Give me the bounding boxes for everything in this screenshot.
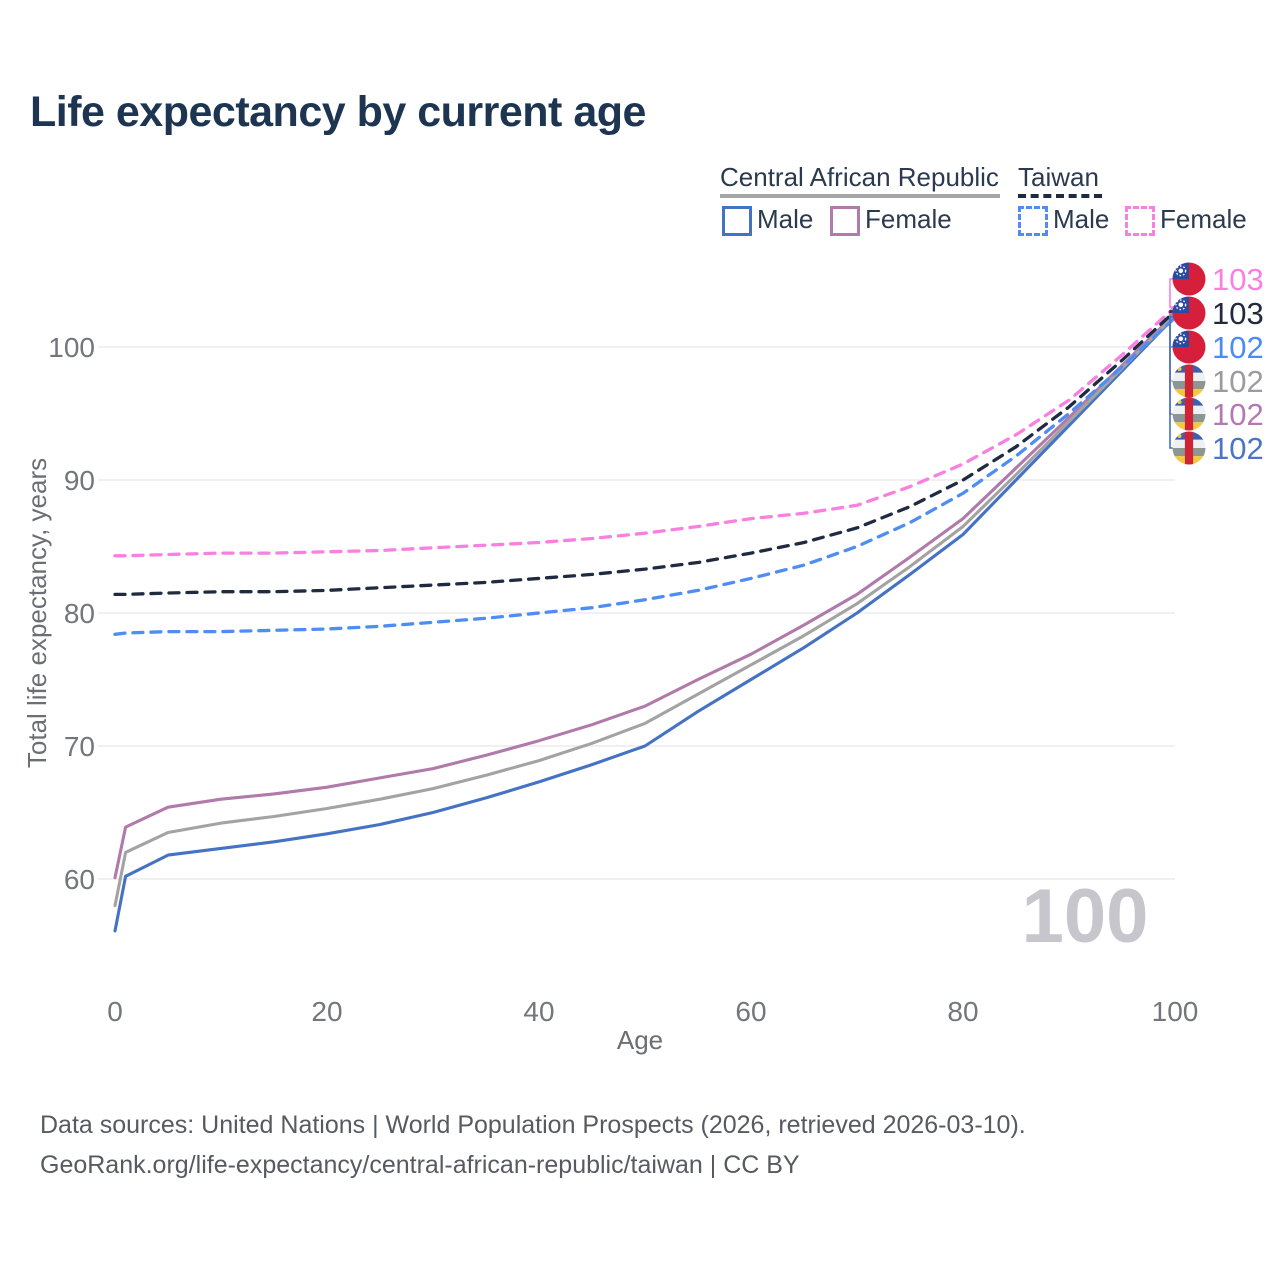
x-tick-100: 100 xyxy=(1152,996,1199,1027)
x-tick-40: 40 xyxy=(523,996,554,1027)
taiwan-flag-icon xyxy=(1171,261,1207,297)
legend-swatch-taiwan-female[interactable] xyxy=(1125,206,1155,236)
y-tick-60: 60 xyxy=(64,864,95,895)
legend-item-taiwan-female[interactable]: Female xyxy=(1160,204,1247,234)
x-axis-title: Age xyxy=(617,1025,663,1055)
end-value-taiwan-female[interactable]: 103 xyxy=(1212,262,1264,297)
series-lines xyxy=(113,305,1177,933)
end-value-central-african-republic-female[interactable]: 102 xyxy=(1212,397,1264,432)
legend-item-car-female[interactable]: Female xyxy=(865,204,952,234)
end-value-taiwan-both[interactable]: 103 xyxy=(1212,296,1264,331)
car-flag-icon xyxy=(1173,365,1206,398)
y-tick-70: 70 xyxy=(64,731,95,762)
y-tick-90: 90 xyxy=(64,465,95,496)
legend-group-taiwan-line-sample xyxy=(1018,194,1102,198)
car-flag-icon xyxy=(1173,398,1206,431)
gridlines xyxy=(98,346,1175,880)
end-value-central-african-republic-male[interactable]: 102 xyxy=(1212,431,1264,466)
legend-item-taiwan-male[interactable]: Male xyxy=(1053,204,1110,234)
series-line-central-african-republic-both[interactable] xyxy=(113,313,1177,908)
x-tick-0: 0 xyxy=(107,996,123,1027)
leader-line-5 xyxy=(1169,315,1175,449)
end-label-leader-lines xyxy=(1169,278,1175,449)
legend: Central African Republic Male Female Tai… xyxy=(0,0,1280,250)
footer-attribution-link[interactable]: GeoRank.org/life-expectancy/central-afri… xyxy=(40,1151,800,1179)
page-title: Life expectancy by current age xyxy=(30,88,646,136)
footer-data-sources: Data sources: United Nations | World Pop… xyxy=(40,1111,1026,1139)
legend-swatch-car-female[interactable] xyxy=(830,206,860,236)
legend-group-taiwan-label[interactable]: Taiwan xyxy=(1018,162,1099,192)
series-line-central-african-republic-male[interactable] xyxy=(113,314,1177,933)
x-tick-60: 60 xyxy=(735,996,766,1027)
y-tick-80: 80 xyxy=(64,598,95,629)
end-value-central-african-republic-both[interactable]: 102 xyxy=(1212,364,1264,399)
end-value-taiwan-male[interactable]: 102 xyxy=(1212,330,1264,365)
current-age-watermark: 100 xyxy=(1022,874,1149,959)
car-flag-icon xyxy=(1173,432,1206,465)
leader-line-0 xyxy=(1169,278,1175,308)
legend-swatch-car-male[interactable] xyxy=(722,206,752,236)
x-tick-80: 80 xyxy=(947,996,978,1027)
series-line-central-african-republic-female[interactable] xyxy=(113,312,1177,880)
y-axis-title: Total life expectancy, years xyxy=(22,458,52,768)
y-axis-tick-labels: 60 70 80 90 100 xyxy=(48,332,95,895)
series-line-taiwan-both[interactable] xyxy=(113,309,1177,597)
legend-group-car-line-sample xyxy=(720,194,1000,198)
series-line-taiwan-male[interactable] xyxy=(113,316,1177,636)
legend-group-car-label[interactable]: Central African Republic xyxy=(720,162,999,192)
x-tick-20: 20 xyxy=(311,996,342,1027)
x-axis-tick-labels: 0 20 40 60 80 100 xyxy=(107,996,1198,1027)
taiwan-flag-icon xyxy=(1171,295,1207,331)
legend-swatch-taiwan-male[interactable] xyxy=(1018,206,1048,236)
legend-item-car-male[interactable]: Male xyxy=(757,204,814,234)
taiwan-flag-icon xyxy=(1171,329,1207,365)
series-line-taiwan-female[interactable] xyxy=(113,305,1177,558)
y-tick-100: 100 xyxy=(48,332,95,363)
